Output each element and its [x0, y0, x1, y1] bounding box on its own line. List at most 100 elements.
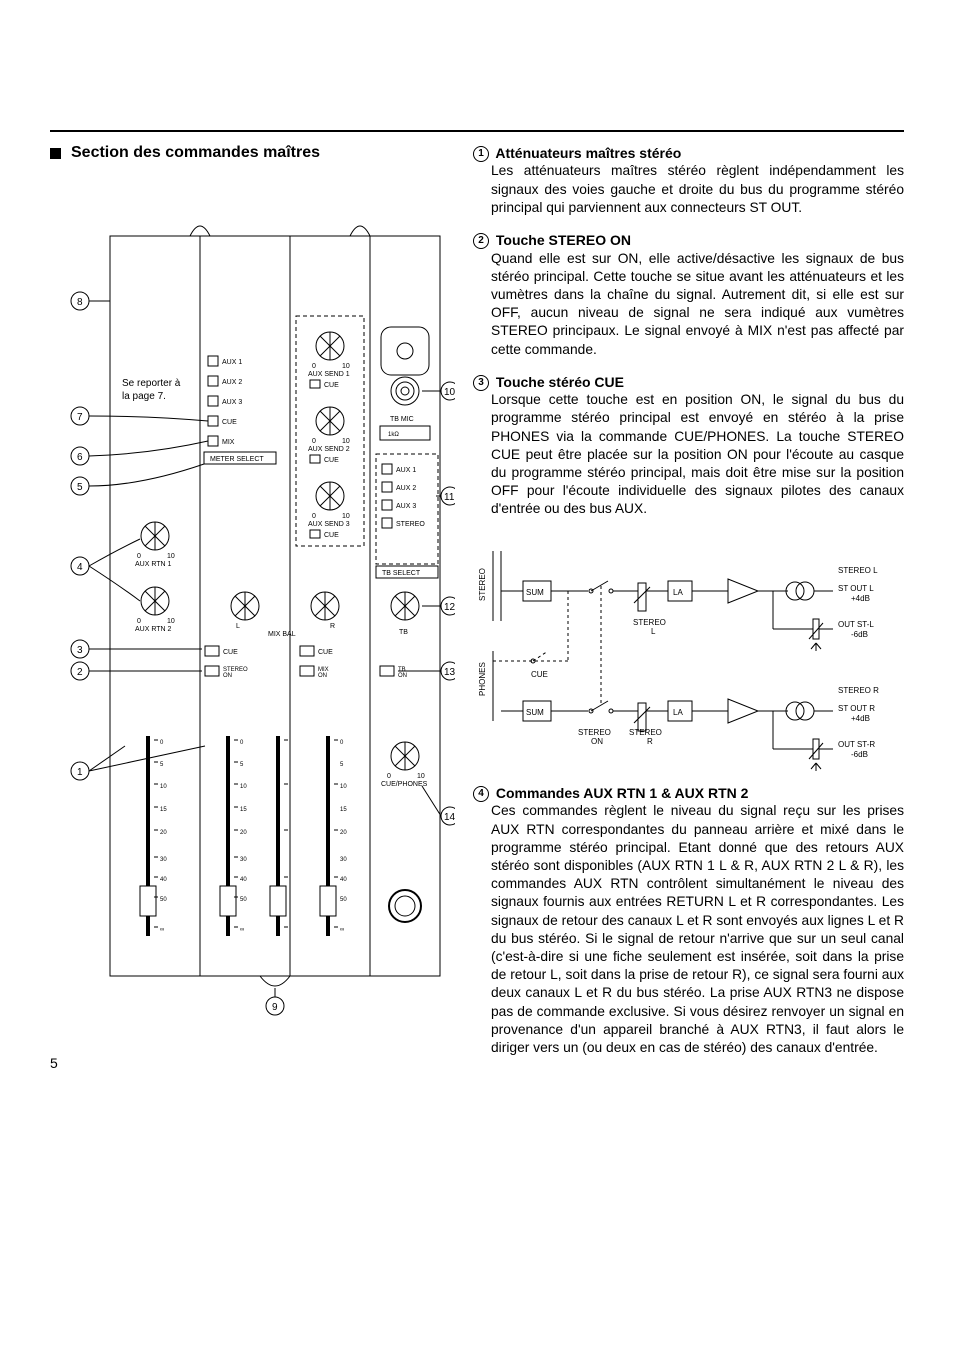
svg-text:20: 20 — [160, 830, 167, 836]
svg-text:+4dB: +4dB — [851, 594, 870, 603]
svg-text:CUE: CUE — [531, 670, 548, 679]
svg-text:30: 30 — [340, 857, 347, 863]
svg-text:AUX 2: AUX 2 — [222, 379, 242, 386]
stereo-block-schematic: STEREO PHONES SUM — [473, 541, 893, 771]
svg-text:0: 0 — [160, 740, 164, 746]
description-item-4: 4 Commandes AUX RTN 1 & AUX RTN 2 Ces co… — [473, 784, 904, 1057]
svg-text:STEREO: STEREO — [629, 728, 662, 737]
callout-number-icon: 4 — [473, 786, 489, 802]
svg-text:ON: ON — [318, 673, 327, 679]
svg-text:R: R — [330, 623, 335, 630]
svg-text:0: 0 — [312, 513, 316, 520]
right-column: 1 Atténuateurs maîtres stéréo Les atténu… — [473, 144, 904, 1071]
svg-text:STEREO: STEREO — [396, 521, 425, 528]
svg-text:STEREO: STEREO — [578, 728, 611, 737]
svg-text:OUT ST-R: OUT ST-R — [838, 740, 875, 749]
svg-text:AUX SEND 1: AUX SEND 1 — [308, 371, 350, 378]
svg-text:14: 14 — [444, 812, 455, 823]
svg-text:0: 0 — [340, 740, 344, 746]
svg-text:CUE: CUE — [324, 532, 339, 539]
svg-text:PHONES: PHONES — [478, 662, 487, 696]
svg-text:50: 50 — [240, 897, 247, 903]
svg-text:0: 0 — [240, 740, 244, 746]
svg-text:AUX 1: AUX 1 — [396, 467, 416, 474]
description-item-3: 3 Touche stéréo CUE Lorsque cette touche… — [473, 373, 904, 519]
svg-text:AUX SEND 2: AUX SEND 2 — [308, 446, 350, 453]
svg-text:20: 20 — [240, 830, 247, 836]
svg-text:10: 10 — [417, 773, 425, 780]
svg-text:ON: ON — [591, 737, 603, 746]
item-body: Lorsque cette touche est en position ON,… — [473, 391, 904, 518]
svg-text:4: 4 — [77, 562, 83, 573]
svg-text:TB MIC: TB MIC — [390, 416, 414, 423]
master-panel-diagram: Se reporter à la page 7. AUX 1 AUX 2 AUX… — [50, 206, 455, 1026]
callout-number-icon: 1 — [473, 146, 489, 162]
svg-text:AUX 1: AUX 1 — [222, 359, 242, 366]
svg-text:10: 10 — [240, 784, 247, 790]
svg-text:∞: ∞ — [340, 927, 344, 933]
svg-text:STEREO L: STEREO L — [838, 566, 878, 575]
svg-text:15: 15 — [240, 807, 247, 813]
svg-text:10: 10 — [167, 553, 175, 560]
svg-text:AUX RTN 2: AUX RTN 2 — [135, 626, 172, 633]
svg-text:11: 11 — [444, 492, 455, 503]
svg-text:Se reporter à: Se reporter à — [122, 378, 181, 389]
svg-text:AUX 2: AUX 2 — [396, 485, 416, 492]
svg-text:+4dB: +4dB — [851, 714, 870, 723]
callout-number-icon: 2 — [473, 233, 489, 249]
svg-text:12: 12 — [444, 602, 455, 613]
svg-text:15: 15 — [340, 807, 347, 813]
svg-text:20: 20 — [340, 830, 347, 836]
horizontal-rule — [50, 130, 904, 132]
svg-text:-6dB: -6dB — [851, 750, 868, 759]
svg-text:STEREO: STEREO — [633, 618, 666, 627]
svg-text:40: 40 — [240, 877, 247, 883]
svg-text:30: 30 — [160, 857, 167, 863]
svg-text:5: 5 — [160, 762, 164, 768]
svg-text:5: 5 — [77, 482, 83, 493]
svg-text:AUX 3: AUX 3 — [222, 399, 242, 406]
svg-text:0: 0 — [312, 438, 316, 445]
svg-text:10: 10 — [444, 387, 455, 398]
svg-text:∞: ∞ — [240, 927, 244, 933]
svg-text:MIX: MIX — [222, 439, 235, 446]
svg-text:30: 30 — [240, 857, 247, 863]
svg-text:10: 10 — [342, 363, 350, 370]
item-heading: 1 Atténuateurs maîtres stéréo — [473, 144, 904, 162]
page: Section des commandes maîtres Se reporte… — [0, 0, 954, 1111]
svg-text:5: 5 — [340, 762, 344, 768]
svg-text:MIX BAL: MIX BAL — [268, 631, 296, 638]
svg-text:ON: ON — [223, 673, 232, 679]
two-column-layout: Section des commandes maîtres Se reporte… — [50, 144, 904, 1071]
svg-text:10: 10 — [342, 438, 350, 445]
svg-text:-6dB: -6dB — [851, 630, 868, 639]
svg-text:STEREO: STEREO — [478, 568, 487, 601]
svg-text:2: 2 — [77, 667, 83, 678]
svg-text:CUE: CUE — [324, 457, 339, 464]
svg-text:la page 7.: la page 7. — [122, 391, 166, 402]
svg-text:CUE: CUE — [318, 649, 333, 656]
item-body: Ces commandes règlent le niveau du signa… — [473, 802, 904, 1057]
description-item-2: 2 Touche STEREO ON Quand elle est sur ON… — [473, 231, 904, 359]
square-bullet-icon — [50, 148, 61, 159]
svg-text:LA: LA — [673, 708, 683, 717]
svg-text:6: 6 — [77, 452, 83, 463]
svg-text:CUE: CUE — [223, 649, 238, 656]
svg-text:10: 10 — [160, 784, 167, 790]
svg-text:0: 0 — [137, 553, 141, 560]
svg-text:7: 7 — [77, 412, 83, 423]
svg-text:1: 1 — [77, 767, 83, 778]
item-title: Atténuateurs maîtres stéréo — [495, 145, 681, 161]
svg-text:40: 40 — [160, 877, 167, 883]
item-title: Commandes AUX RTN 1 & AUX RTN 2 — [496, 785, 749, 801]
svg-text:L: L — [651, 627, 656, 636]
item-title: Touche STEREO ON — [496, 232, 631, 248]
svg-text:10: 10 — [340, 784, 347, 790]
callout-number-icon: 3 — [473, 375, 489, 391]
svg-text:8: 8 — [77, 297, 83, 308]
svg-text:R: R — [647, 737, 653, 746]
svg-text:CUE: CUE — [222, 419, 237, 426]
svg-text:0: 0 — [137, 618, 141, 625]
svg-text:CUE: CUE — [324, 382, 339, 389]
item-body: Quand elle est sur ON, elle active/désac… — [473, 250, 904, 359]
